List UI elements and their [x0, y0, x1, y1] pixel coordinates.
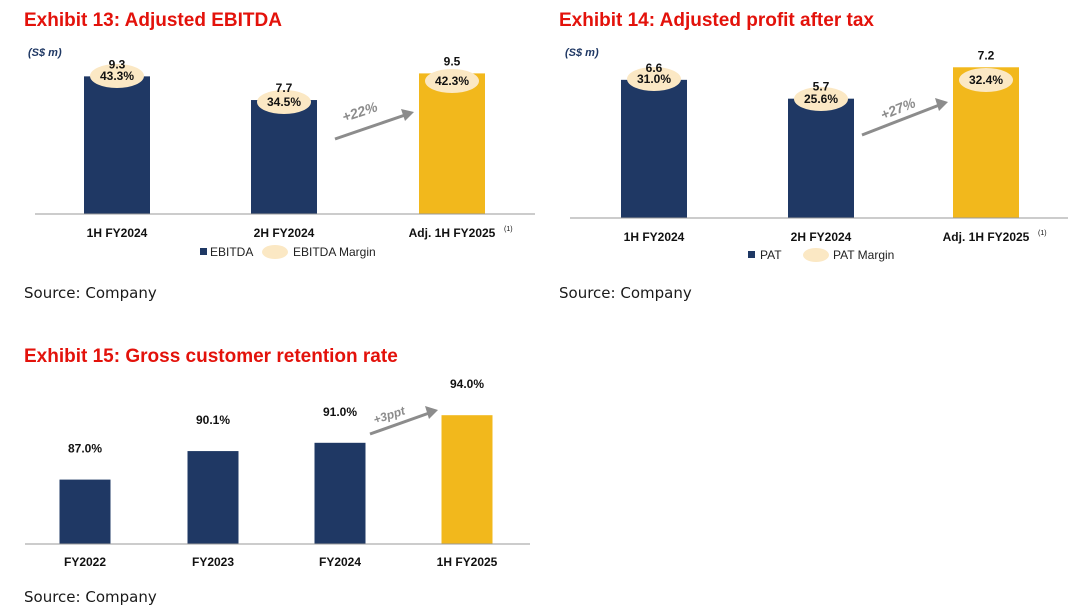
legend-label-margin: PAT Margin — [833, 248, 894, 262]
legend-swatch-pat — [748, 251, 755, 258]
margin-bubble — [959, 68, 1013, 92]
margin-label: 32.4% — [969, 73, 1003, 87]
data-label: 6.6 — [646, 61, 663, 75]
bar — [314, 442, 366, 544]
value-labels: 87.0% 90.1% 91.0% 94.0% — [68, 377, 484, 455]
data-label: 9.3 — [109, 57, 126, 71]
growth-annotation: +27% — [878, 94, 918, 123]
margin-bubble — [425, 69, 479, 93]
growth-annotation: +22% — [340, 98, 380, 125]
category-label: Adj. 1H FY2025 — [409, 226, 496, 240]
bar — [251, 100, 317, 214]
exhibit-13-source: Source: Company — [24, 284, 157, 302]
bars — [84, 73, 485, 215]
margin-bubble — [794, 87, 848, 111]
unit-label: (S$ m) — [28, 47, 62, 59]
value-labels: 6.6 5.7 7.2 — [646, 48, 995, 93]
growth-arrow-head — [935, 98, 948, 111]
bar — [788, 98, 854, 218]
category-label: 1H FY2025 — [437, 555, 498, 569]
data-label: 5.7 — [813, 80, 830, 94]
data-label: 7.2 — [978, 48, 995, 62]
bar — [621, 79, 687, 218]
legend-swatch-ebitda — [200, 248, 207, 255]
category-superscript: (1) — [1038, 230, 1047, 237]
bar — [419, 73, 485, 215]
exhibit-15-source: Source: Company — [24, 588, 157, 606]
bar — [953, 67, 1019, 218]
data-label: 7.7 — [276, 81, 293, 95]
margin-label: 25.6% — [804, 92, 838, 106]
legend-label-ebitda: EBITDA — [210, 245, 253, 259]
exhibit-15-title: Exhibit 15: Gross customer retention rat… — [24, 346, 398, 367]
data-label: 94.0% — [450, 377, 484, 391]
category-label: 2H FY2024 — [791, 230, 852, 244]
exhibit-13-chart: (S$ m) 43.3% 34.5% 42.3% 9.3 7.7 9.5 1H FY20… — [28, 47, 535, 259]
margin-bubbles: 31.0% 25.6% 32.4% — [627, 67, 1013, 111]
exhibit-15-chart: 87.0% 90.1% 91.0% 94.0% FY2022 FY2023 FY2024 1… — [25, 377, 530, 569]
category-superscript: (1) — [504, 226, 513, 233]
growth-arrow: +27% — [861, 94, 948, 137]
unit-label: (S$ m) — [565, 47, 599, 59]
data-label: 90.1% — [196, 413, 230, 427]
category-labels: 1H FY2024 2H FY2024 Adj. 1H FY2025 (1) — [87, 226, 513, 240]
exhibit-14-chart: (S$ m) 31.0% 25.6% 32.4% 6.6 5.7 7.2 1H FY20… — [565, 47, 1068, 262]
growth-arrow: +3ppt — [369, 403, 438, 436]
value-labels: 9.3 7.7 9.5 — [109, 54, 461, 95]
margin-bubble — [257, 90, 311, 114]
margin-label: 34.5% — [267, 95, 301, 109]
margin-label: 42.3% — [435, 74, 469, 88]
legend-swatch-margin — [262, 245, 288, 259]
category-label: 2H FY2024 — [254, 226, 315, 240]
category-label: FY2023 — [192, 555, 234, 569]
bar — [187, 451, 239, 544]
legend-swatch-margin — [803, 248, 829, 262]
exhibit-13-title: Exhibit 13: Adjusted EBITDA — [24, 10, 282, 31]
legend-label-pat: PAT — [760, 248, 782, 262]
bar — [59, 479, 111, 544]
growth-arrow-line — [334, 112, 409, 141]
legend: EBITDA EBITDA Margin — [200, 245, 376, 259]
bars — [59, 415, 493, 544]
margin-bubbles: 43.3% 34.5% 42.3% — [90, 64, 479, 114]
legend-label-margin: EBITDA Margin — [293, 245, 376, 259]
growth-arrow-line — [861, 102, 943, 137]
category-labels: FY2022 FY2023 FY2024 1H FY2025 — [64, 555, 498, 569]
exhibit-14-title: Exhibit 14: Adjusted profit after tax — [559, 10, 874, 31]
data-label: 9.5 — [444, 54, 461, 68]
data-label: 87.0% — [68, 442, 102, 456]
category-label: 1H FY2024 — [87, 226, 148, 240]
category-label: FY2022 — [64, 555, 106, 569]
bar — [441, 415, 493, 544]
growth-arrow-head — [401, 109, 414, 121]
data-label: 91.0% — [323, 405, 357, 419]
category-label: FY2024 — [319, 555, 361, 569]
bar — [84, 76, 150, 214]
margin-bubble — [90, 64, 144, 88]
category-label: Adj. 1H FY2025 — [943, 230, 1030, 244]
growth-arrow: +22% — [334, 98, 414, 141]
category-label: 1H FY2024 — [624, 230, 685, 244]
growth-arrow-head — [425, 406, 438, 419]
margin-bubble — [627, 67, 681, 91]
margin-label: 43.3% — [100, 69, 134, 83]
category-labels: 1H FY2024 2H FY2024 Adj. 1H FY2025 (1) — [624, 230, 1047, 244]
exhibit-14-source: Source: Company — [559, 284, 692, 302]
bars — [621, 67, 1019, 218]
margin-label: 31.0% — [637, 72, 671, 86]
legend: PAT PAT Margin — [748, 248, 894, 262]
growth-arrow-line — [369, 410, 433, 436]
